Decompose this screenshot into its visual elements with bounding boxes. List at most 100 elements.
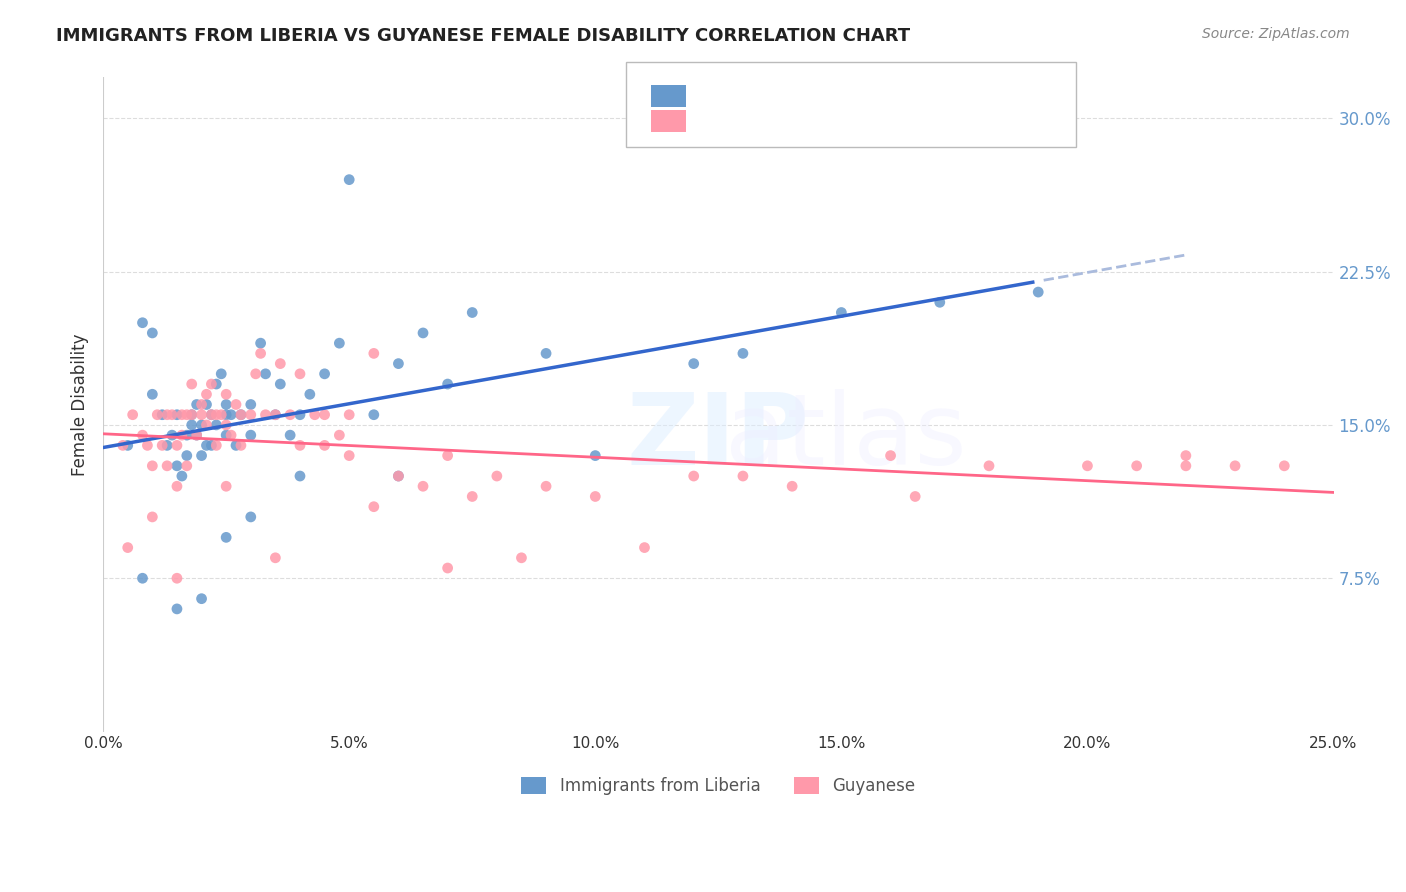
Point [904, 490, 927, 504]
Point [314, 408, 336, 422]
Point [461, 490, 484, 504]
Point [269, 377, 291, 392]
Point [190, 449, 212, 463]
Point [170, 408, 193, 422]
Point [156, 458, 179, 473]
Point [141, 387, 163, 401]
Point [166, 571, 188, 585]
Point [166, 479, 188, 493]
Point [288, 367, 311, 381]
Point [200, 377, 222, 392]
Point [166, 458, 188, 473]
Point [215, 408, 238, 422]
Point [195, 438, 218, 452]
Point [200, 408, 222, 422]
Point [436, 449, 458, 463]
Text: R = -0.074   N = 79: R = -0.074 N = 79 [731, 125, 938, 143]
Point [1026, 285, 1049, 299]
Point [229, 408, 252, 422]
Point [131, 428, 153, 442]
Point [141, 326, 163, 340]
Point [180, 377, 202, 392]
Point [180, 408, 202, 422]
Point [229, 408, 252, 422]
Point [1174, 458, 1197, 473]
Point [288, 438, 311, 452]
Point [264, 408, 287, 422]
Point [363, 500, 385, 514]
Point [264, 550, 287, 565]
Point [682, 469, 704, 483]
Point [239, 428, 262, 442]
Point [219, 408, 242, 422]
Point [186, 428, 208, 442]
Point [363, 346, 385, 360]
Point [328, 336, 350, 351]
Point [195, 397, 218, 411]
Point [1223, 458, 1246, 473]
Point [131, 571, 153, 585]
Point [436, 377, 458, 392]
Point [190, 591, 212, 606]
Point [146, 408, 169, 422]
Point [304, 408, 326, 422]
Point [436, 561, 458, 575]
Point [583, 449, 606, 463]
Point [278, 408, 301, 422]
Point [186, 428, 208, 442]
Point [239, 408, 262, 422]
Point [229, 438, 252, 452]
Point [200, 408, 222, 422]
Point [387, 469, 409, 483]
Point [461, 305, 484, 319]
Point [245, 367, 267, 381]
Point [219, 428, 242, 442]
Point [150, 438, 173, 452]
Point [176, 428, 198, 442]
Point [254, 408, 277, 422]
Point [160, 428, 183, 442]
Point [412, 326, 434, 340]
Point [186, 397, 208, 411]
Point [180, 417, 202, 432]
Point [1076, 458, 1098, 473]
Point [225, 438, 247, 452]
Point [117, 541, 139, 555]
Point [205, 377, 228, 392]
Point [278, 428, 301, 442]
Point [176, 408, 198, 422]
Text: ZIP: ZIP [627, 389, 810, 486]
Y-axis label: Female Disability: Female Disability [72, 334, 89, 475]
Point [200, 438, 222, 452]
Point [337, 172, 360, 186]
Point [166, 438, 188, 452]
Text: IMMIGRANTS FROM LIBERIA VS GUYANESE FEMALE DISABILITY CORRELATION CHART: IMMIGRANTS FROM LIBERIA VS GUYANESE FEMA… [56, 27, 910, 45]
Point [117, 438, 139, 452]
Point [879, 449, 901, 463]
Point [170, 428, 193, 442]
Point [156, 438, 179, 452]
Point [121, 408, 143, 422]
Point [1174, 449, 1197, 463]
Point [176, 458, 198, 473]
Point [682, 357, 704, 371]
Text: Source: ZipAtlas.com: Source: ZipAtlas.com [1202, 27, 1350, 41]
Point [190, 417, 212, 432]
Point [633, 541, 655, 555]
Point [215, 428, 238, 442]
Point [195, 387, 218, 401]
Point [264, 408, 287, 422]
Point [337, 408, 360, 422]
Point [195, 417, 218, 432]
Point [205, 417, 228, 432]
Point [731, 346, 754, 360]
Point [156, 408, 179, 422]
Point [215, 417, 238, 432]
Point [830, 305, 852, 319]
Point [136, 438, 159, 452]
Point [209, 367, 232, 381]
Point [731, 469, 754, 483]
Point [170, 469, 193, 483]
Text: atlas: atlas [471, 389, 966, 486]
Point [583, 490, 606, 504]
